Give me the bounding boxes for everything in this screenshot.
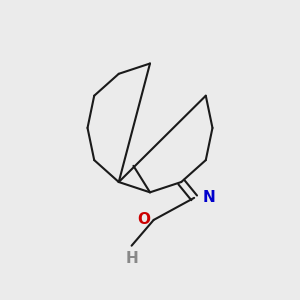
Text: N: N [202,190,215,205]
Text: H: H [125,251,138,266]
Text: O: O [137,212,150,227]
